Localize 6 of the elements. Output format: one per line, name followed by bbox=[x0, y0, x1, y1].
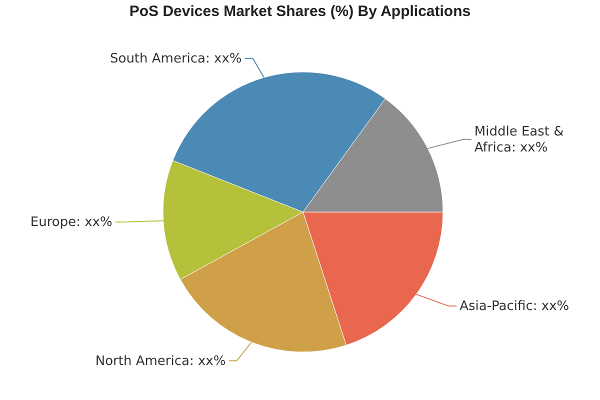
slice-label: South America: xx% bbox=[110, 50, 242, 66]
slice-label: Asia-Pacific: xx% bbox=[460, 298, 570, 314]
slice-label: Middle East & Africa: xx% bbox=[474, 124, 564, 155]
chart-title: PoS Devices Market Shares (%) By Applications bbox=[129, 3, 471, 20]
slice-label: Europe: xx% bbox=[30, 214, 112, 230]
slice-label: North America: xx% bbox=[95, 353, 226, 368]
